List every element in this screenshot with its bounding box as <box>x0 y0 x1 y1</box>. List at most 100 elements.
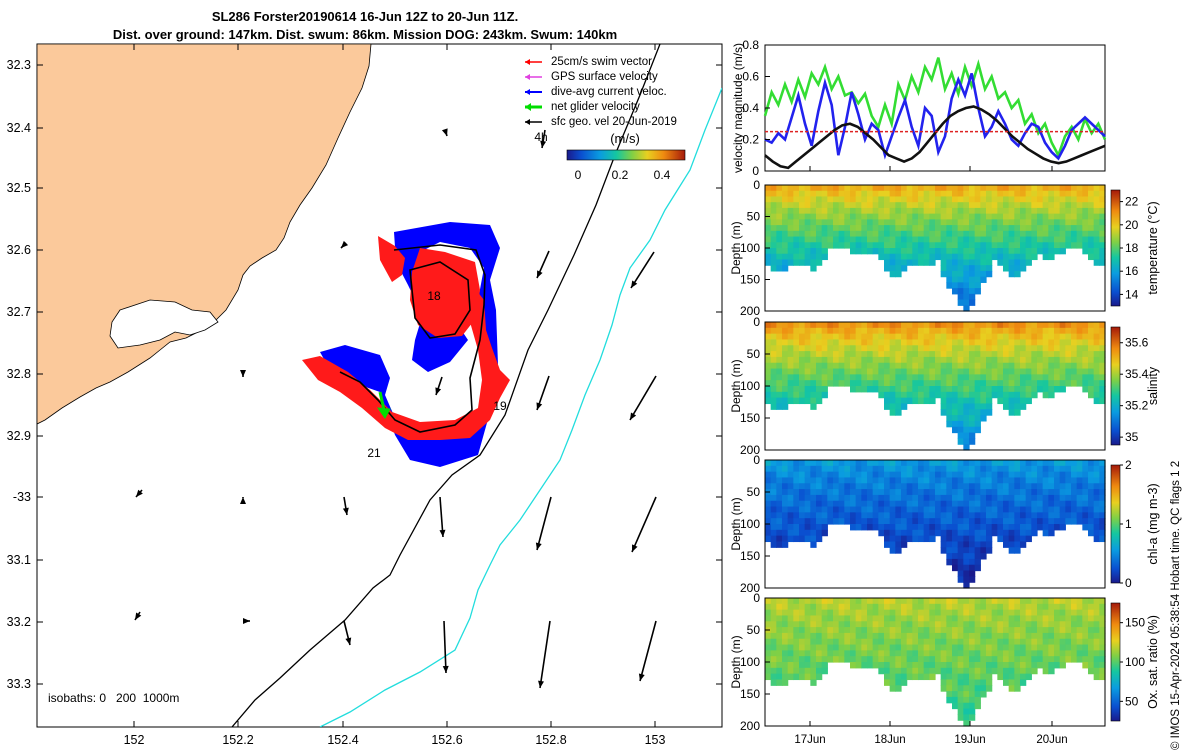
section-cell <box>957 230 964 238</box>
section-cell <box>940 190 947 198</box>
section-cell <box>833 638 840 646</box>
section-cell <box>799 362 806 370</box>
section-cell <box>884 345 891 352</box>
section-cell <box>787 345 794 352</box>
section-cell <box>872 219 879 226</box>
section-cell <box>884 362 891 370</box>
section-cell <box>884 644 891 651</box>
section-cell <box>878 494 885 502</box>
section-cell <box>912 190 919 198</box>
section-cell <box>1071 506 1078 513</box>
section-cell <box>810 627 817 634</box>
section-cell <box>765 662 772 669</box>
section-cell <box>855 380 862 387</box>
section-cell <box>963 644 970 651</box>
depth-tick-label: 200 <box>740 443 760 457</box>
section-cell <box>1071 196 1078 203</box>
section-cell <box>833 339 840 346</box>
section-cell <box>991 506 998 513</box>
section-cell <box>861 632 868 640</box>
section-cell <box>923 207 930 215</box>
section-cell <box>946 276 953 283</box>
section-cell <box>963 333 970 341</box>
section-cell <box>765 524 772 531</box>
isobath-1000m <box>319 87 722 727</box>
section-cell <box>855 351 862 358</box>
section-cell <box>906 460 913 467</box>
section-cell <box>974 270 981 278</box>
arrow-head <box>631 280 638 288</box>
section-cell <box>844 380 851 387</box>
section-cell <box>986 644 993 651</box>
section-cell <box>912 374 919 381</box>
section-cell <box>895 494 902 502</box>
section-cell <box>986 615 993 622</box>
section-cell <box>895 356 902 364</box>
section-cell <box>833 603 840 611</box>
section-cell <box>782 679 789 686</box>
section-cell <box>940 656 947 663</box>
section-cell <box>952 415 959 422</box>
section-cell <box>986 236 993 243</box>
section-cell <box>1088 460 1095 467</box>
section-cell <box>1093 598 1100 605</box>
section-cell <box>912 494 919 502</box>
section-cell <box>1076 351 1083 358</box>
section-cell <box>776 190 783 198</box>
section-cell <box>833 627 840 634</box>
section-cell <box>1099 333 1106 341</box>
section-cell <box>963 598 970 605</box>
section-cell <box>1065 512 1072 519</box>
section-cell <box>1025 603 1032 611</box>
section-cell <box>1020 185 1027 192</box>
section-cell <box>1071 207 1078 215</box>
section-cell <box>929 656 936 663</box>
section-cell <box>952 494 959 502</box>
section-cell <box>901 362 908 370</box>
section-cell <box>787 242 794 249</box>
section-cell <box>1008 500 1015 508</box>
section-cell <box>1076 506 1083 513</box>
section-cell <box>867 368 874 375</box>
section-cell <box>884 535 891 543</box>
section-cell <box>1093 368 1100 375</box>
section-cell <box>940 374 947 381</box>
section-cell <box>929 489 936 496</box>
section-cell <box>986 253 993 261</box>
map-axis-ticks: 32.332.432.532.632.732.832.9-3333.133.23… <box>7 44 722 747</box>
section-cell <box>884 185 891 192</box>
section-cell <box>1088 339 1095 346</box>
section-cell <box>1003 202 1010 209</box>
lake <box>109 299 219 349</box>
section-cell <box>855 615 862 622</box>
section-cell <box>810 368 817 375</box>
section-cell <box>816 638 823 646</box>
section-cell <box>827 351 834 358</box>
section-cell <box>923 196 930 203</box>
section-cell <box>889 673 896 681</box>
section-cell <box>827 494 834 502</box>
section-cell <box>1031 230 1038 238</box>
section-cell <box>884 609 891 617</box>
section-cell <box>816 535 823 543</box>
section-cell <box>799 368 806 375</box>
section-cell <box>895 673 902 681</box>
section-cell <box>878 386 885 393</box>
section-cell <box>816 667 823 675</box>
section-cell <box>827 322 834 329</box>
section-cell <box>838 489 845 496</box>
section-cell <box>929 202 936 209</box>
section-cell <box>923 627 930 634</box>
section-cell <box>855 483 862 490</box>
section-cell <box>929 230 936 238</box>
section-cell <box>770 351 777 358</box>
section-cell <box>1048 460 1055 467</box>
section-cell <box>793 489 800 496</box>
section-cell <box>889 374 896 381</box>
section-cell <box>889 327 896 335</box>
section-cell <box>1054 351 1061 358</box>
section-cell <box>912 460 919 467</box>
section-cell <box>804 483 811 490</box>
section-cell <box>878 248 885 255</box>
section-cell <box>940 547 947 554</box>
